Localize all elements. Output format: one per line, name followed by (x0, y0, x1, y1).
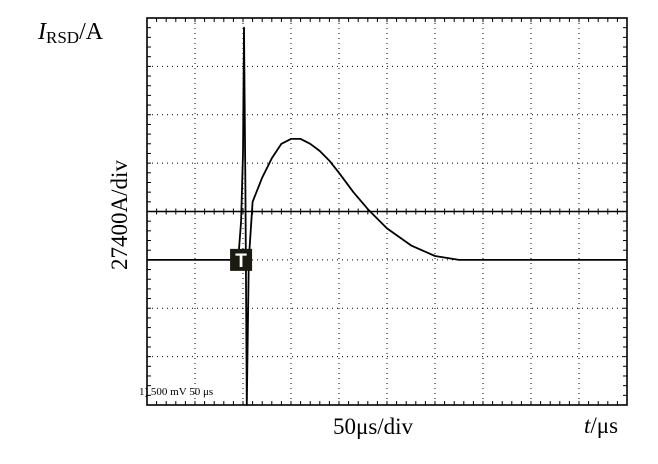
y-axis-subscript: RSD (46, 28, 80, 47)
current-trace (147, 26, 627, 406)
trigger-marker-box (230, 248, 253, 271)
x-axis-symbol: t (584, 413, 591, 438)
trigger-marker-label: T (235, 251, 247, 272)
y-axis-unit: /A (79, 19, 104, 45)
marker-layer: T (230, 248, 253, 272)
trace-layer (147, 26, 627, 406)
x-axis-title: t/μs (584, 413, 618, 439)
y-axis-symbol: I (38, 19, 46, 45)
scope-settings-note: 1) 500 mV 50 μs (139, 386, 214, 398)
x-scale-label: 50μs/div (333, 414, 414, 439)
x-axis-unit: /μs (590, 413, 619, 438)
y-axis-title: IRSD/A (38, 18, 103, 52)
grid-layer (146, 17, 628, 406)
